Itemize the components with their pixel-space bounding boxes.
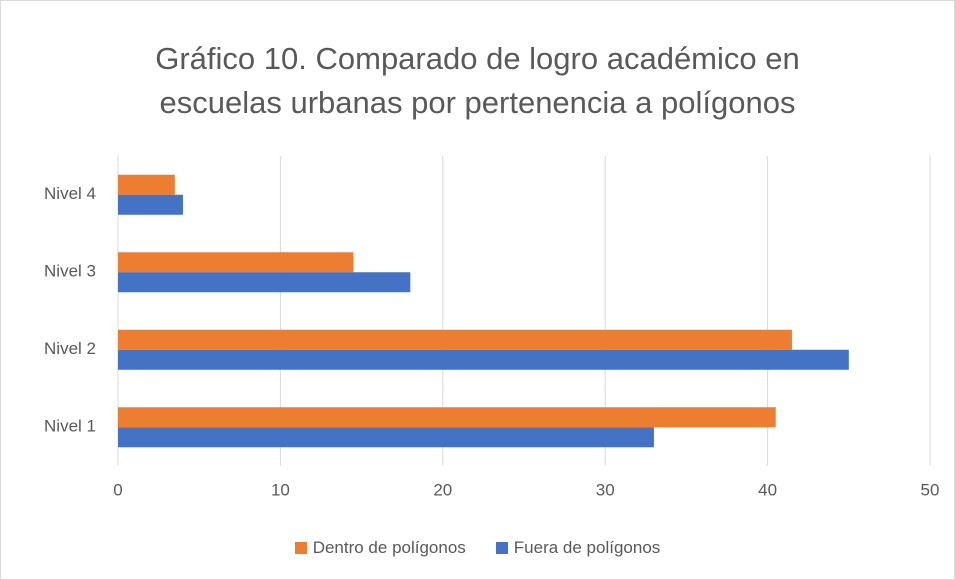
bar — [118, 349, 849, 370]
legend-item: Fuera de polígonos — [495, 538, 661, 558]
x-tick-label: 0 — [113, 480, 122, 499]
y-tick-label: Nivel 1 — [44, 417, 96, 436]
y-tick-label: Nivel 2 — [44, 339, 96, 358]
chart-title: Gráfico 10. Comparado de logro académico… — [155, 41, 800, 120]
x-tick-label: 30 — [596, 480, 615, 499]
x-tick-label: 40 — [758, 480, 777, 499]
legend-swatch — [294, 542, 307, 554]
x-tick-label: 10 — [271, 480, 290, 499]
bar — [118, 329, 792, 350]
bar — [118, 174, 175, 195]
bar — [118, 272, 411, 293]
bar — [118, 252, 354, 273]
legend-swatch — [495, 542, 508, 554]
x-tick-label: 50 — [921, 480, 940, 499]
bar — [118, 427, 654, 448]
legend-label: Fuera de polígonos — [513, 538, 661, 557]
y-tick-label: Nivel 4 — [44, 184, 96, 203]
bar — [118, 407, 776, 428]
bar — [118, 194, 183, 215]
y-tick-label: Nivel 3 — [44, 262, 96, 281]
legend: Dentro de polígonos Fuera de polígonos — [1, 538, 954, 558]
legend-item: Dentro de polígonos — [294, 538, 466, 558]
x-tick-label: 20 — [433, 480, 452, 499]
legend-label: Dentro de polígonos — [312, 538, 466, 557]
